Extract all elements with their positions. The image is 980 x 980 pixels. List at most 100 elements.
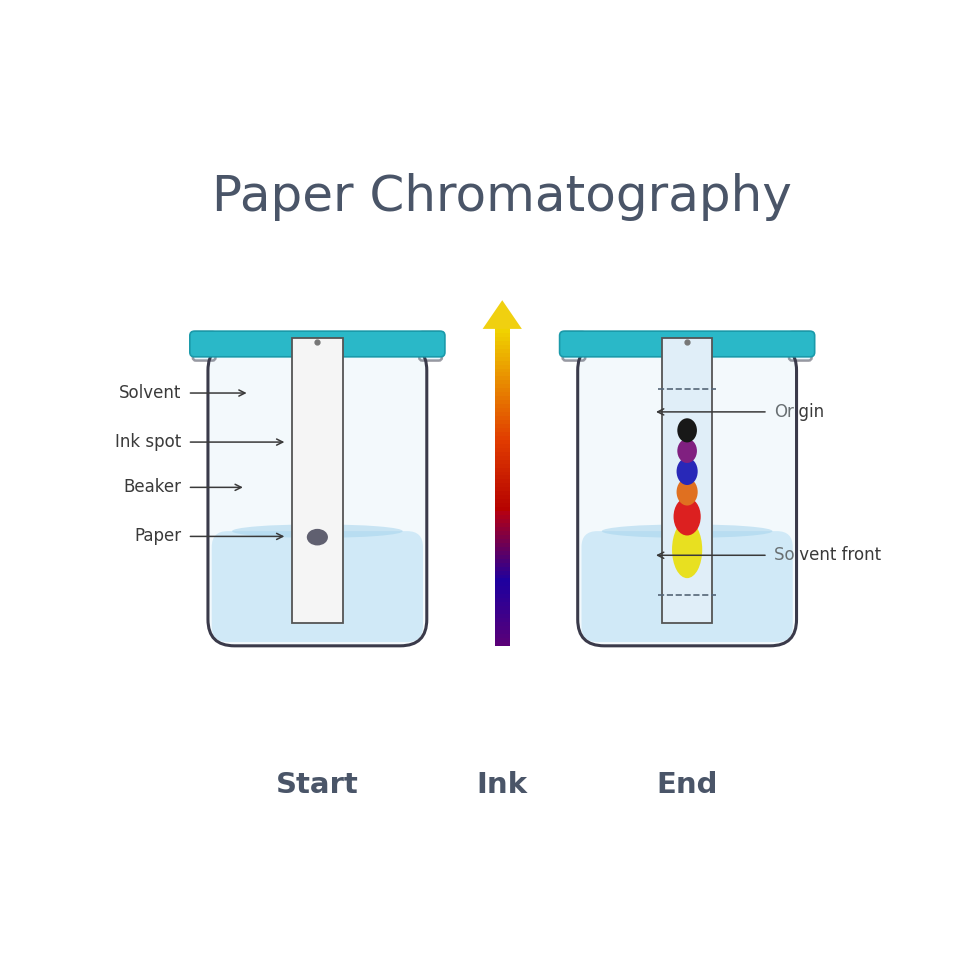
- Bar: [495, 569, 510, 574]
- Bar: [495, 447, 510, 452]
- Bar: [495, 503, 510, 508]
- Text: End: End: [657, 771, 718, 800]
- Bar: [495, 511, 510, 515]
- Bar: [495, 526, 510, 531]
- Bar: [495, 348, 510, 353]
- Ellipse shape: [673, 498, 701, 535]
- Ellipse shape: [232, 524, 403, 538]
- Bar: [495, 565, 510, 570]
- Bar: [495, 594, 510, 598]
- FancyBboxPatch shape: [560, 331, 814, 357]
- Bar: [495, 491, 510, 495]
- Polygon shape: [482, 300, 522, 329]
- Bar: [495, 625, 510, 630]
- FancyBboxPatch shape: [208, 344, 427, 646]
- Bar: [495, 379, 510, 384]
- Text: Ink: Ink: [476, 771, 528, 800]
- Bar: [495, 474, 510, 479]
- Bar: [495, 466, 510, 471]
- Bar: [495, 562, 510, 566]
- Bar: [495, 340, 510, 345]
- FancyBboxPatch shape: [212, 531, 423, 642]
- Bar: [495, 550, 510, 555]
- FancyBboxPatch shape: [419, 332, 442, 361]
- Ellipse shape: [676, 458, 698, 485]
- Bar: [495, 637, 510, 642]
- Bar: [495, 522, 510, 527]
- Bar: [495, 602, 510, 607]
- Bar: [495, 400, 510, 404]
- Ellipse shape: [677, 418, 697, 442]
- Bar: [495, 439, 510, 444]
- Bar: [495, 578, 510, 582]
- Ellipse shape: [602, 524, 772, 538]
- Bar: [495, 613, 510, 618]
- Bar: [495, 621, 510, 626]
- FancyBboxPatch shape: [581, 531, 793, 642]
- Bar: [495, 530, 510, 535]
- FancyBboxPatch shape: [577, 344, 797, 646]
- Bar: [495, 617, 510, 622]
- Bar: [495, 404, 510, 408]
- Bar: [495, 392, 510, 396]
- Bar: [495, 633, 510, 638]
- Bar: [292, 338, 343, 623]
- Text: Origin: Origin: [774, 403, 824, 420]
- Text: Solvent: Solvent: [120, 384, 181, 402]
- Bar: [495, 336, 510, 341]
- Ellipse shape: [677, 439, 697, 463]
- Bar: [495, 431, 510, 436]
- Bar: [495, 641, 510, 646]
- Bar: [495, 482, 510, 487]
- Bar: [495, 582, 510, 586]
- Text: Ink spot: Ink spot: [116, 433, 181, 451]
- Bar: [495, 542, 510, 547]
- Bar: [662, 338, 712, 623]
- Bar: [495, 356, 510, 361]
- Bar: [495, 590, 510, 594]
- Ellipse shape: [672, 520, 703, 578]
- Bar: [495, 495, 510, 499]
- Bar: [495, 371, 510, 376]
- FancyBboxPatch shape: [789, 332, 811, 361]
- Text: Paper Chromatography: Paper Chromatography: [213, 172, 792, 220]
- Bar: [495, 419, 510, 424]
- Text: Solvent front: Solvent front: [774, 546, 881, 564]
- FancyBboxPatch shape: [190, 331, 445, 357]
- Bar: [495, 427, 510, 432]
- Bar: [495, 610, 510, 614]
- Bar: [495, 534, 510, 539]
- Bar: [495, 435, 510, 440]
- Bar: [495, 455, 510, 460]
- Bar: [495, 463, 510, 467]
- Ellipse shape: [307, 529, 328, 546]
- Bar: [495, 375, 510, 380]
- Bar: [495, 546, 510, 551]
- Bar: [495, 518, 510, 523]
- Bar: [495, 538, 510, 543]
- Bar: [495, 328, 510, 333]
- FancyBboxPatch shape: [563, 332, 585, 361]
- Bar: [495, 396, 510, 400]
- Bar: [495, 470, 510, 475]
- Bar: [495, 586, 510, 590]
- Bar: [495, 387, 510, 392]
- Bar: [495, 383, 510, 388]
- Bar: [495, 408, 510, 412]
- Bar: [495, 443, 510, 448]
- Bar: [495, 573, 510, 578]
- FancyBboxPatch shape: [193, 332, 216, 361]
- Bar: [495, 499, 510, 503]
- Bar: [495, 554, 510, 559]
- Text: Start: Start: [276, 771, 359, 800]
- Bar: [495, 364, 510, 368]
- Bar: [495, 514, 510, 519]
- Bar: [495, 344, 510, 349]
- Bar: [495, 352, 510, 357]
- Bar: [495, 360, 510, 365]
- Bar: [495, 368, 510, 372]
- Text: Paper: Paper: [134, 527, 181, 546]
- Bar: [495, 412, 510, 416]
- Bar: [495, 451, 510, 456]
- Bar: [495, 416, 510, 420]
